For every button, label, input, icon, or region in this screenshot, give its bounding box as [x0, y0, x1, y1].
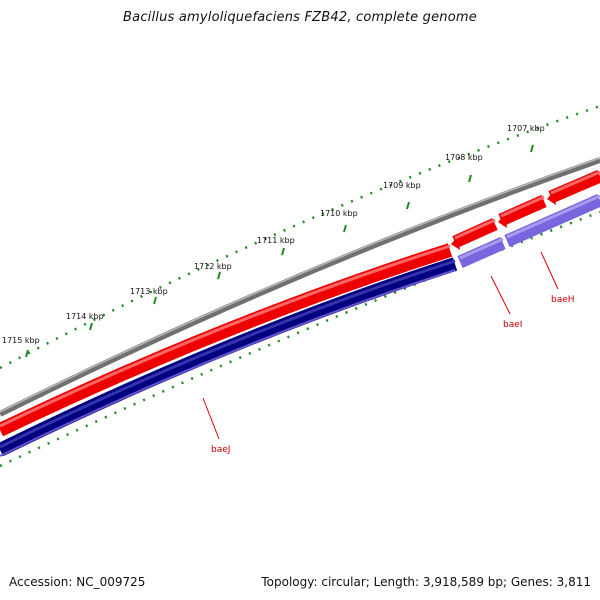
tick-label-1709: 1709 kbp: [383, 181, 421, 190]
gene-label-baeJ: baeJ: [211, 445, 230, 455]
baeJ-leader-line: [202, 397, 220, 440]
reverse-strand-cds: [0, 194, 600, 457]
gene-label-baeH: baeH: [551, 295, 575, 305]
tick-label-1712: 1712 kbp: [194, 262, 232, 271]
forward-strand-cds: [0, 170, 600, 437]
gene-label-baeI: baeI: [503, 320, 522, 330]
cds-baeH-forward-block: [498, 195, 547, 226]
tick-label-1711: 1711 kbp: [257, 236, 295, 245]
cds-next-forward-block: [548, 170, 600, 203]
baeH-leader-line: [540, 251, 559, 290]
cds-baeJ-reverse-block: [0, 257, 458, 457]
cds-baeH-reverse-block: [504, 194, 600, 247]
inner-tick-ring: [0, 210, 600, 468]
map-title: Bacillus amyloliquefaciens FZB42, comple…: [123, 10, 477, 25]
cds-baeI-reverse-block: [457, 237, 506, 268]
tick-label-1707: 1707 kbp: [507, 124, 545, 133]
genome-backbone: [0, 157, 600, 417]
outer-tick-ring: [0, 104, 600, 370]
tick-label-1713: 1713 kbp: [130, 287, 168, 296]
baeI-leader-line: [490, 275, 511, 315]
tick-label-1708: 1708 kbp: [445, 153, 483, 162]
accession-label: Accession: NC_009725: [9, 575, 146, 589]
tick-label-1715: 1715 kbp: [2, 336, 40, 345]
cds-baeI-forward-block: [452, 218, 498, 248]
topology-label: Topology: circular; Length: 3,918,589 bp…: [261, 575, 591, 589]
tick-label-1714: 1714 kbp: [66, 312, 104, 321]
major-ticks: [25, 144, 534, 358]
tick-label-1710: 1710 kbp: [320, 209, 358, 218]
cds-baeJ-forward-block: [0, 243, 453, 437]
